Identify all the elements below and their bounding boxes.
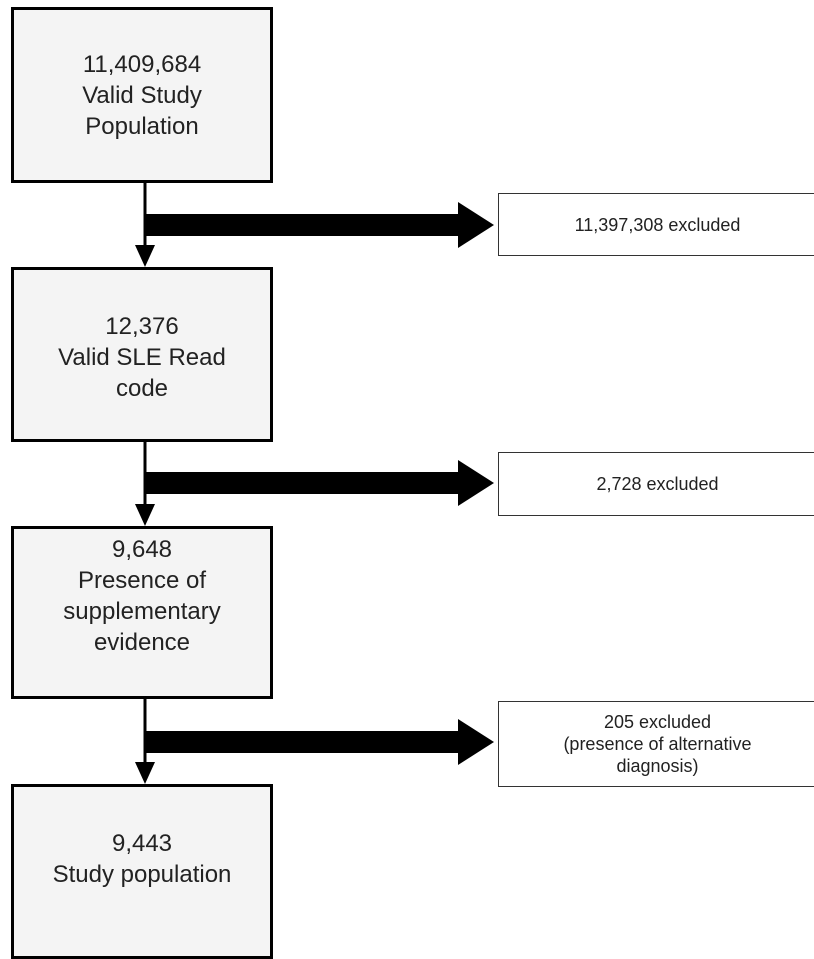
step-box-valid-study-population: 11,409,684 Valid Study Population — [11, 7, 273, 183]
exclusion-text: (presence of alternative — [563, 734, 752, 754]
down-arrowhead-3 — [135, 762, 155, 784]
step-count: 11,409,684 — [82, 51, 202, 78]
exclusion-arrow-shaft-3 — [145, 731, 460, 753]
down-arrowhead-2 — [135, 504, 155, 526]
down-arrowhead-1 — [135, 245, 155, 267]
exclusion-box-3: 205 excluded (presence of alternative di… — [498, 701, 814, 787]
exclusion-text: 2,728 excluded — [596, 474, 719, 494]
exclusion-arrow-shaft-1 — [145, 214, 460, 236]
exclusion-arrowhead-3 — [458, 719, 494, 765]
step-count: 9,443 — [111, 830, 173, 857]
exclusion-box-1: 11,397,308 excluded — [498, 193, 814, 256]
exclusion-arrow-shaft-2 — [145, 472, 460, 494]
exclusion-text: 205 excluded — [603, 712, 712, 732]
exclusion-arrowhead-2 — [458, 460, 494, 506]
exclusion-arrowhead-1 — [458, 202, 494, 248]
step-box-valid-sle-read-code: 12,376 Valid SLE Read code — [11, 267, 273, 442]
step-label-line: Valid Study — [82, 82, 202, 109]
step-label-line: Presence of — [77, 567, 207, 594]
step-label-line: evidence — [93, 629, 191, 656]
step-label-line: Study population — [52, 861, 232, 888]
step-count: 12,376 — [105, 313, 179, 340]
step-box-supplementary-evidence: 9,648 Presence of supplementary evidence — [11, 526, 273, 699]
step-label-line: supplementary — [63, 598, 221, 625]
step-count: 9,648 — [111, 536, 173, 563]
exclusion-text: 11,397,308 excluded — [574, 214, 741, 235]
step-label-line: Population — [85, 113, 199, 140]
step-box-study-population: 9,443 Study population — [11, 784, 273, 959]
exclusion-box-2: 2,728 excluded — [498, 452, 814, 516]
step-label-line: code — [115, 375, 169, 402]
exclusion-text: diagnosis) — [616, 756, 699, 776]
step-label-line: Valid SLE Read — [58, 344, 226, 371]
